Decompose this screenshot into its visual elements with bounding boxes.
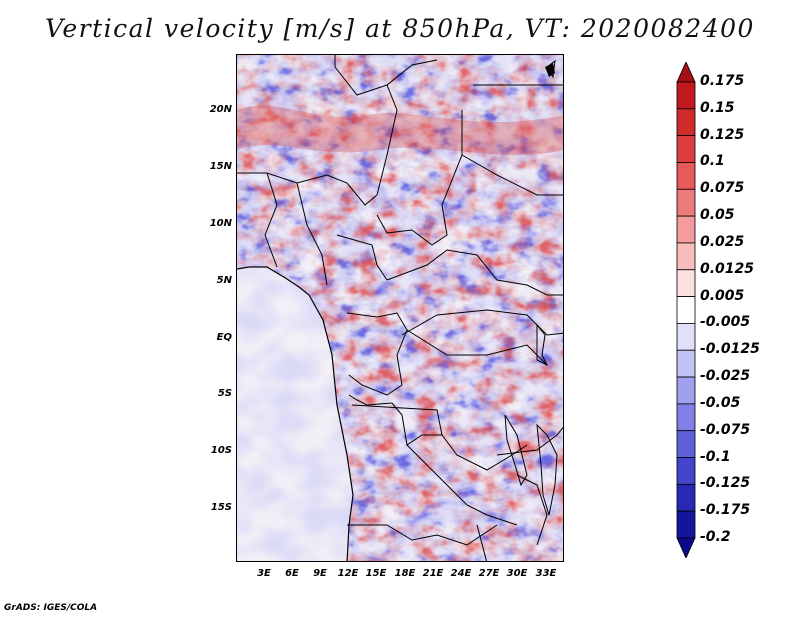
colorbar-segment: [676, 323, 696, 351]
lat-tick-label: EQ: [216, 332, 232, 343]
colorbar-segment: [676, 296, 696, 324]
colorbar-label: -0.2: [700, 529, 731, 545]
colorbar-label: -0.125: [700, 475, 751, 492]
lon-tick-label: 9E: [313, 568, 327, 579]
lat-tick-label: 15S: [210, 502, 232, 513]
colorbar-label: -0.075: [700, 421, 751, 438]
colorbar-max-triangle: [676, 62, 696, 83]
colorbar-segment: [676, 81, 696, 110]
colorbar-label: -0.05: [700, 394, 741, 411]
colorbar-segment: [676, 403, 696, 432]
lat-tick-label: 10N: [209, 218, 232, 229]
colorbar-segment: [676, 108, 696, 137]
colorbar-label: 0.125: [700, 126, 745, 143]
colorbar-segment: [676, 376, 696, 405]
lat-tick-label: 15N: [209, 161, 232, 172]
lon-tick-label: 18E: [394, 568, 416, 579]
lon-tick-label: 3E: [257, 568, 271, 579]
colorbar-segment: [676, 269, 696, 297]
colorbar-label: 0.025: [700, 233, 745, 250]
lat-tick-label: 10S: [210, 445, 232, 456]
colorbar-label: 0.15: [700, 99, 735, 116]
colorbar-label: -0.0125: [700, 341, 760, 358]
map-panel: [236, 54, 564, 562]
colorbar-segment: [676, 483, 696, 512]
colorbar-label: -0.025: [700, 368, 751, 385]
colorbar-label: 0.05: [700, 207, 735, 224]
lon-tick-label: 6E: [285, 568, 299, 579]
lat-tick-label: 5N: [216, 275, 232, 286]
colorbar-label: -0.175: [700, 502, 751, 519]
colorbar-segment: [676, 188, 696, 217]
colorbar-segment: [676, 457, 696, 485]
lat-tick-label: 20N: [209, 104, 232, 115]
lon-tick-label: 12E: [337, 568, 359, 579]
colorbar-label: 0.0125: [700, 260, 755, 277]
lat-tick-label: 5S: [217, 388, 232, 399]
lon-tick-label: 33E: [535, 568, 557, 579]
colorbar-label: 0.075: [700, 180, 745, 197]
colorbar-segment: [676, 510, 696, 539]
map-title: Vertical velocity [m/s] at 850hPa, VT: 2…: [45, 14, 755, 43]
colorbar-segment: [676, 135, 696, 163]
velocity-field: [237, 55, 563, 561]
colorbar-label: 0.1: [700, 153, 725, 170]
colorbar-label: -0.005: [700, 314, 751, 331]
colorbar-label: 0.175: [700, 73, 745, 89]
lon-tick-label: 27E: [478, 568, 500, 579]
colorbar-segment: [676, 162, 696, 190]
colorbar-segment: [676, 349, 696, 378]
colorbar-min-triangle: [676, 537, 696, 558]
lon-tick-label: 21E: [422, 568, 444, 579]
lon-tick-label: 30E: [506, 568, 528, 579]
lon-tick-label: 15E: [365, 568, 387, 579]
credit-label: GrADS: IGES/COLA: [4, 603, 98, 613]
colorbar-label: -0.1: [700, 448, 731, 465]
colorbar-segment: [676, 430, 696, 458]
lon-tick-label: 24E: [450, 568, 472, 579]
colorbar-segment: [676, 242, 696, 271]
colorbar-label: 0.005: [700, 287, 745, 304]
colorbar: [676, 62, 696, 558]
colorbar-segment: [676, 215, 696, 244]
